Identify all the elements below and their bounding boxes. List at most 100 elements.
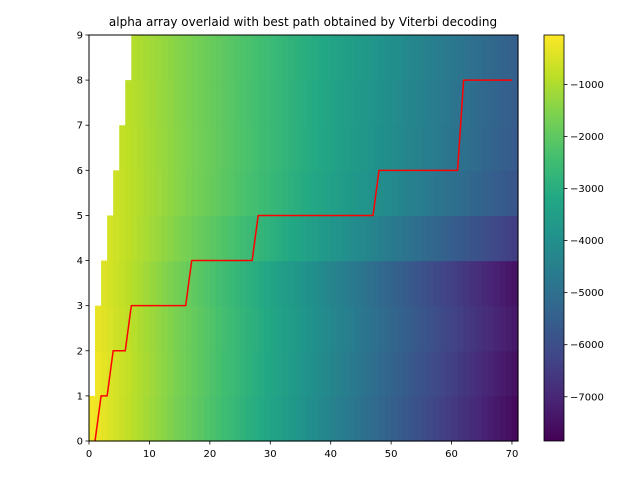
heatmap-cell [221,215,229,262]
heatmap-cell [234,305,241,352]
heatmap-cell [451,305,459,352]
heatmap-cell [252,35,259,81]
heatmap-cell [342,305,350,352]
heatmap-cell [457,395,465,442]
heatmap-cell [409,80,416,126]
heatmap-cell [487,170,495,217]
heatmap-cell [155,395,163,442]
heatmap-cell [125,350,132,397]
heatmap-cell [264,305,271,352]
heatmap-cell [427,215,435,262]
heatmap-cell [511,215,519,262]
heatmap-cell [379,305,386,352]
heatmap-cell [493,350,501,397]
colorbar-tick-label: −1000 [570,80,604,91]
heatmap-cell [397,305,404,352]
heatmap-cell [511,170,519,217]
heatmap-cell [505,305,513,352]
y-tick-label: 6 [77,166,83,177]
heatmap-cell [366,260,374,307]
heatmap-cell [505,215,513,262]
heatmap-cell [270,80,277,126]
heatmap-cell [445,350,453,397]
heatmap-cell [276,350,283,397]
heatmap-cell [360,215,368,262]
heatmap-cell [372,350,380,397]
heatmap-cell [330,80,338,126]
heatmap-cell [511,35,519,81]
heatmap-cell [403,125,410,171]
heatmap-cell [391,215,398,262]
x-tick-label: 0 [86,449,92,460]
heatmap-cell [191,80,199,126]
heatmap-cell [209,80,217,126]
heatmap-cell [143,395,151,442]
heatmap-cell [487,80,495,126]
heatmap-cell [215,215,223,262]
heatmap-cell [149,350,157,397]
heatmap-cell [221,350,229,397]
heatmap-cell [137,215,144,262]
heatmap-cell [391,170,398,217]
heatmap-cell [155,170,163,217]
heatmap-cell [342,215,350,262]
heatmap-cell [215,350,223,397]
best-path-line [94,79,512,442]
heatmap-cell [354,215,362,262]
heatmap-cell [197,260,205,307]
heatmap-cell [155,125,163,171]
heatmap-cell [282,80,289,126]
heatmap-cell [240,395,247,442]
heatmap-cell [391,395,398,442]
heatmap-cell [439,260,447,307]
heatmap-cell [409,35,416,81]
heatmap-cell [221,170,229,217]
heatmap-cell [493,260,501,307]
heatmap-cell [185,80,193,126]
heatmap-cell [191,395,199,442]
heatmap-cell [318,35,326,81]
heatmap-cell [294,215,302,262]
heatmap-cell [427,80,435,126]
heatmap-cell [457,260,465,307]
heatmap-cell [203,170,211,217]
heatmap-cell [246,395,253,442]
heatmap-cell [131,80,138,126]
heatmap-cell [487,215,495,262]
heatmap-cell [209,260,217,307]
heatmap-cell [155,215,163,262]
heatmap-cell [330,170,338,217]
heatmap-cell [101,260,108,307]
heatmap-cell [439,350,447,397]
heatmap-cell [499,80,507,126]
heatmap-cell [475,35,483,81]
heatmap-cell [161,350,169,397]
y-tick-label: 3 [77,301,83,312]
heatmap-cell [348,170,356,217]
heatmap-cell [264,395,271,442]
heatmap-cell [203,35,211,81]
colorbar-gradient [543,34,565,442]
heatmap-cell [173,215,181,262]
heatmap-cell [354,260,362,307]
heatmap-cell [300,395,308,442]
heatmap-cell [481,170,489,217]
heatmap-cell [342,125,350,171]
heatmap-cell [372,35,380,81]
heatmap-cell [95,305,102,352]
heatmap-cell [203,125,211,171]
heatmap-cell [119,125,126,171]
heatmap-cell [318,350,326,397]
heatmap-cell [197,170,205,217]
heatmap-cell [336,395,344,442]
heatmap-cell [342,395,350,442]
heatmap-cell [318,260,326,307]
heatmap-cell [469,80,477,126]
heatmap-cell [246,80,253,126]
heatmap-cell [354,35,362,81]
heatmap-cell [324,350,332,397]
heatmap-cell [324,35,332,81]
heatmap-cell [179,35,187,81]
heatmap-cell [433,125,441,171]
